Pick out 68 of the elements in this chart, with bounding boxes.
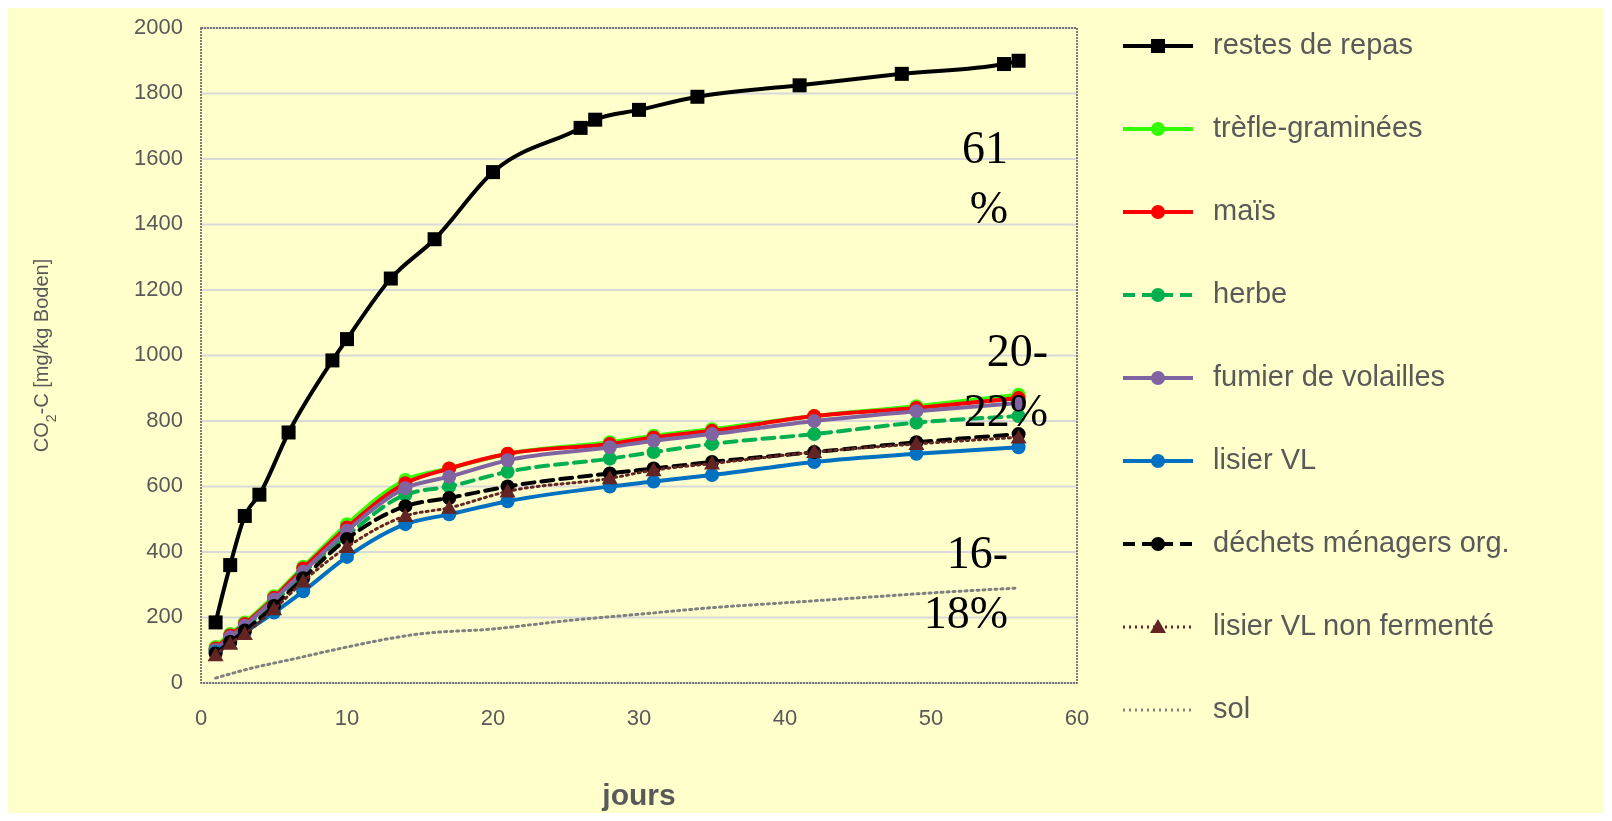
x-tick-label: 0 [194, 705, 208, 730]
point [602, 451, 617, 466]
point [281, 425, 296, 440]
point [588, 112, 603, 127]
point [500, 453, 515, 468]
legend-label: herbe [1213, 276, 1288, 309]
y-tick-label: 600 [146, 472, 183, 498]
point [705, 468, 719, 483]
point [705, 427, 719, 442]
y-tick-label: 0 [170, 668, 183, 694]
point [442, 469, 457, 484]
point [325, 353, 340, 368]
point [646, 474, 661, 489]
point [792, 78, 807, 93]
point [573, 120, 588, 135]
point [894, 66, 909, 81]
x-axis-title: jours [601, 778, 676, 811]
point [601, 470, 618, 485]
legend-label: lisier VL non fermenté [1213, 608, 1495, 641]
legend-label: restes de repas [1213, 27, 1413, 60]
x-tick-label: 40 [772, 705, 798, 730]
point [500, 464, 515, 479]
point [807, 427, 822, 442]
point [807, 414, 822, 428]
y-tick-label: 400 [146, 537, 183, 563]
point [383, 271, 398, 286]
point [441, 499, 458, 514]
y-tick-label: 1800 [134, 79, 183, 105]
point [442, 490, 457, 505]
point [237, 508, 252, 523]
point [632, 102, 646, 117]
point [997, 57, 1011, 72]
y-tick-label: 800 [146, 406, 183, 432]
point [208, 615, 223, 630]
y-tick-label: 1400 [134, 210, 183, 236]
point [397, 507, 414, 522]
legend-label: déchets ménagers org. [1213, 525, 1510, 558]
x-tick-label: 50 [918, 705, 944, 730]
point [690, 89, 705, 104]
legend-label: maïs [1213, 193, 1276, 226]
x-tick-label: 10 [334, 705, 360, 730]
point [486, 165, 500, 180]
y-tick-label: 1600 [134, 144, 183, 170]
point [646, 445, 661, 460]
annotation: 16-18% [923, 527, 1008, 638]
legend-label: lisier VL [1213, 442, 1317, 475]
annotation: 61 % [962, 122, 1008, 233]
x-tick-label: 20 [480, 705, 506, 730]
point [427, 232, 442, 247]
y-tick-label: 1000 [134, 341, 183, 367]
legend-label: sol [1213, 691, 1251, 724]
y-tick-label: 2000 [134, 13, 183, 39]
x-tick-label: 30 [626, 705, 652, 730]
point [223, 558, 238, 573]
point [909, 404, 924, 419]
x-tick-label: 60 [1064, 705, 1090, 730]
point [602, 440, 617, 455]
point [340, 332, 354, 347]
legend-label: trèfle-graminées [1213, 110, 1423, 143]
point [499, 483, 516, 498]
point [398, 481, 413, 496]
y-tick-label: 1200 [134, 275, 183, 301]
legend-label: fumier de volailles [1213, 359, 1446, 392]
y-tick-label: 200 [146, 603, 183, 629]
point [252, 487, 267, 502]
point [398, 499, 413, 514]
point [1011, 53, 1026, 68]
point [339, 539, 355, 554]
